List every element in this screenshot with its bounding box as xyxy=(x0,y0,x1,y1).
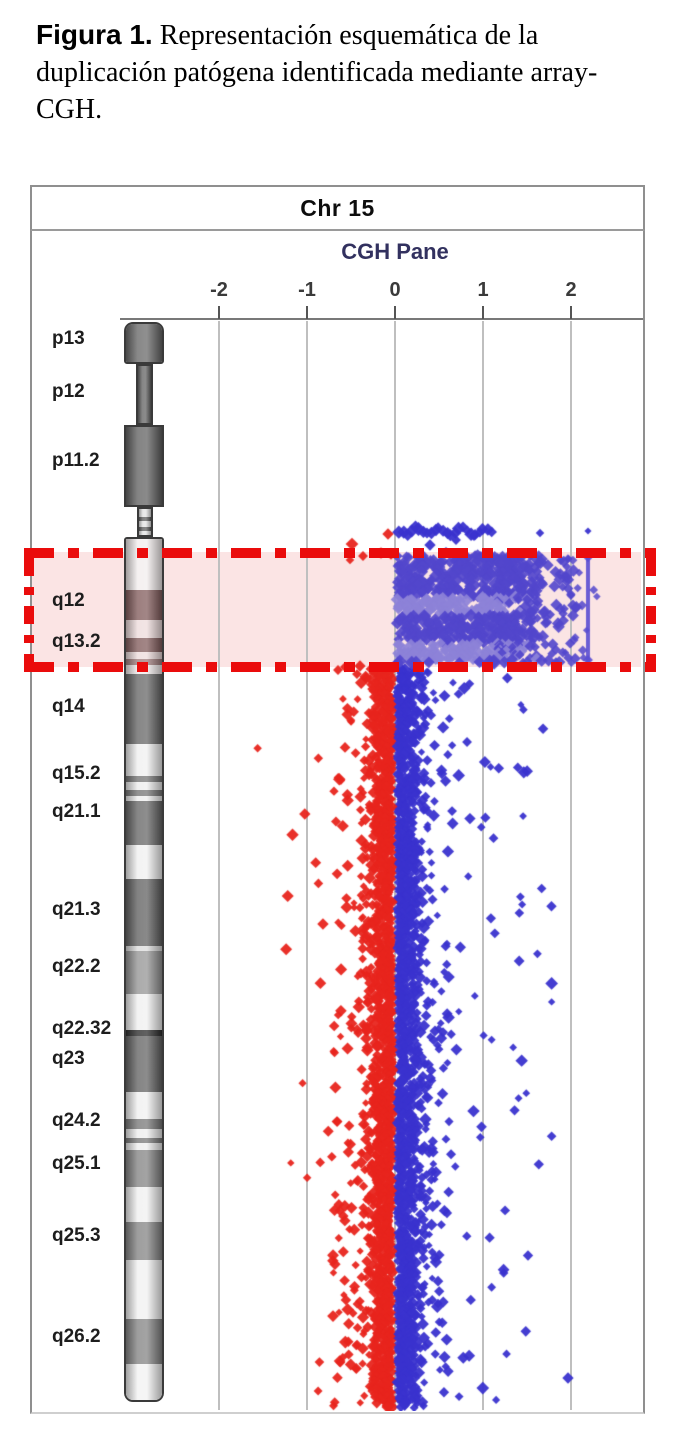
x-tick--1 xyxy=(306,306,308,319)
caption-line2: duplicación patógena identificada median… xyxy=(36,57,598,88)
x-tick-label-2: 2 xyxy=(565,279,577,301)
x-tick-2 xyxy=(570,306,572,319)
caption-label: Figura 1. xyxy=(36,19,153,50)
x-tick-label--1: -1 xyxy=(298,279,316,301)
chart-title: Chr 15 xyxy=(300,194,375,221)
x-tick-0 xyxy=(394,306,396,319)
highlight-border-top xyxy=(24,548,656,558)
x-tick-label--2: -2 xyxy=(210,279,228,301)
x-tick--2 xyxy=(218,306,220,319)
highlight-border-right xyxy=(646,548,656,672)
panel-title: CGH Pane xyxy=(341,239,449,264)
highlight-border-bottom xyxy=(24,662,656,672)
figure-caption: Figura 1. Representación esquemática de … xyxy=(36,16,646,128)
caption-line3: CGH. xyxy=(36,94,103,125)
chart-header: Chr 15 xyxy=(30,185,645,231)
x-tick-label-0: 0 xyxy=(389,279,401,301)
x-axis-line xyxy=(120,318,643,320)
cgh-scatter-canvas xyxy=(32,320,641,1411)
x-tick-1 xyxy=(482,306,484,319)
caption-line1: Representación esquemática de la xyxy=(152,20,539,51)
x-tick-label-1: 1 xyxy=(477,279,489,301)
highlight-border-left xyxy=(24,548,34,672)
